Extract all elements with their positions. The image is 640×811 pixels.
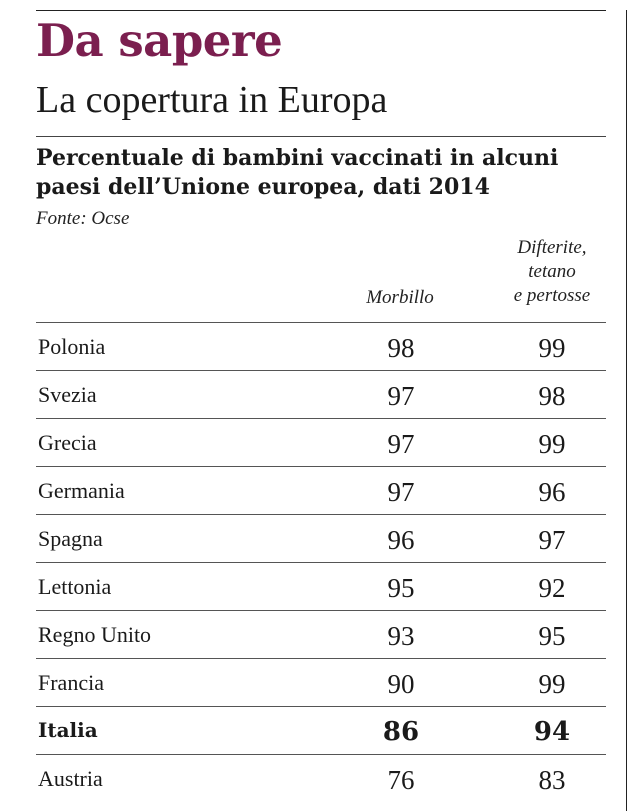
value-morbillo: 96 — [387, 525, 415, 555]
value-dtp: 95 — [538, 621, 566, 651]
value-morbillo: 97 — [387, 429, 415, 459]
value-morbillo: 95 — [387, 573, 415, 603]
row-country: Austria — [38, 766, 103, 791]
row-country: Spagna — [38, 526, 103, 551]
table-row: Regno Unito 93 95 — [36, 610, 606, 658]
column-header-dtp-line: Difterite, — [517, 237, 587, 258]
row-country: Italia — [38, 718, 98, 742]
column-header-dtp-line: e pertosse — [513, 285, 591, 306]
row-country: Svezia — [38, 382, 97, 407]
column-header-dtp-line: tetano — [528, 261, 576, 282]
column-header-dtp: Difterite, tetano e pertosse — [497, 236, 607, 308]
table-row: Lettonia 95 92 — [36, 562, 606, 610]
table-row: Francia 90 99 — [36, 658, 606, 706]
table-row: Germania 97 96 — [36, 466, 606, 514]
value-dtp: 97 — [538, 525, 566, 555]
row-country: Grecia — [38, 430, 97, 455]
table-row: Grecia 97 99 — [36, 418, 606, 466]
row-country: Francia — [38, 670, 104, 695]
value-morbillo: 97 — [387, 477, 415, 507]
value-dtp: 98 — [538, 381, 566, 411]
right-border — [626, 10, 627, 811]
top-rule — [36, 10, 606, 11]
value-dtp: 94 — [533, 717, 571, 747]
chart-title: Percentuale di bambini vaccinati in alcu… — [36, 145, 559, 200]
table-row: Austria 76 83 — [36, 754, 606, 802]
row-country: Germania — [38, 478, 125, 503]
row-country: Polonia — [38, 334, 106, 359]
value-morbillo: 86 — [382, 717, 420, 747]
value-dtp: 83 — [538, 765, 566, 795]
value-dtp: 96 — [538, 477, 566, 507]
chart-source: Fonte: Ocse — [36, 208, 130, 229]
page-subtitle: La copertura in Europa — [36, 79, 388, 121]
data-table: Polonia 98 99 Svezia 97 98 Grecia 97 99 Germania 9… — [36, 322, 606, 802]
value-morbillo: 93 — [387, 621, 415, 651]
table-row: Svezia 97 98 — [36, 370, 606, 418]
table-row: Italia 86 94 — [36, 706, 606, 754]
row-country: Lettonia — [38, 574, 112, 599]
row-country: Regno Unito — [38, 622, 152, 647]
value-dtp: 99 — [538, 333, 566, 363]
column-header-morbillo: Morbillo — [366, 287, 434, 308]
value-morbillo: 90 — [387, 669, 415, 699]
kicker-title: Da sapere — [36, 14, 283, 67]
value-morbillo: 97 — [387, 381, 415, 411]
title-divider — [36, 136, 606, 137]
value-morbillo: 98 — [387, 333, 415, 363]
value-morbillo: 76 — [387, 765, 415, 795]
value-dtp: 92 — [538, 573, 566, 603]
table-row: Spagna 96 97 — [36, 514, 606, 562]
value-dtp: 99 — [538, 669, 566, 699]
value-dtp: 99 — [538, 429, 566, 459]
table-row: Polonia 98 99 — [36, 322, 606, 370]
